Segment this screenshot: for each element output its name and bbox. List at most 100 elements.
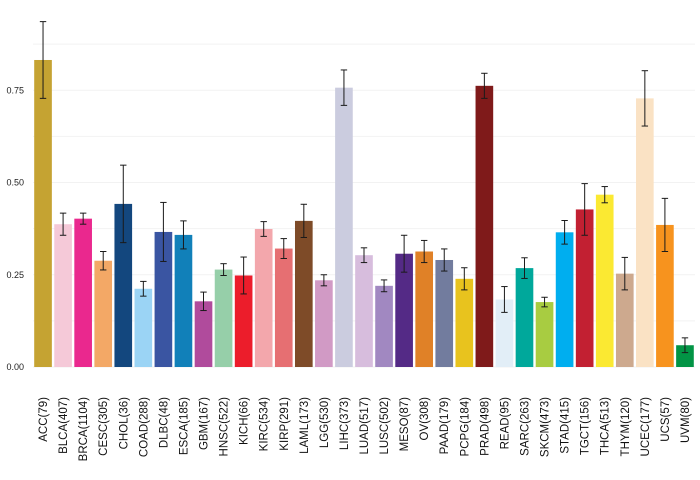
bar-thym [615, 273, 634, 367]
x-tick-label: GBM(167) [199, 397, 211, 450]
error-bar-stad [561, 220, 568, 245]
x-tick-label: LUAD(517) [359, 397, 371, 455]
x-tick-label: SKCM(473) [540, 397, 552, 457]
x-tick-label: SARC(263) [519, 397, 531, 456]
y-tick-label: 0.25 [6, 270, 24, 280]
bar-sarc [515, 268, 534, 367]
bar-coad [134, 288, 153, 367]
error-bar-chol [120, 164, 127, 244]
error-bar-gbm [200, 291, 207, 312]
error-bar-tgct [581, 183, 588, 236]
x-tick-label: ACC(79) [38, 397, 50, 442]
x-tick-label: CHOL(36) [118, 397, 130, 450]
x-tick-label: PAAD(179) [439, 397, 451, 454]
error-bar-hnsc [220, 263, 227, 276]
x-tick-label: UCS(57) [660, 397, 672, 442]
error-bar-read [501, 286, 508, 313]
x-tick-label: UVM(80) [680, 397, 692, 443]
x-tick-label: READ(95) [499, 397, 511, 450]
bar-thca [595, 194, 614, 367]
x-tick-label: TGCT(156) [580, 397, 592, 455]
error-bar-lihc [340, 69, 348, 106]
bar-acc [34, 59, 52, 368]
x-tick-label: KIRP(291) [279, 397, 291, 451]
y-tick-label: 0.50 [6, 178, 24, 188]
bar-lihc [335, 87, 353, 368]
error-bar-lgg [320, 274, 328, 287]
bar-skcm [535, 302, 554, 367]
bar-lgg [315, 280, 333, 367]
bars [34, 59, 694, 368]
error-bar-thca [601, 186, 608, 204]
error-bar-dlbc [160, 201, 167, 262]
bar-kirp [274, 248, 293, 367]
y-axis-ticks: 0.00 0.25 0.50 0.75 [6, 85, 24, 372]
x-tick-label: LUSC(502) [379, 397, 391, 455]
bar-blca [54, 224, 72, 367]
error-bar-paad [441, 248, 448, 272]
x-tick-label: BRCA(1104) [78, 397, 90, 462]
error-bar-thym [621, 256, 628, 291]
error-bar-kirc [260, 221, 267, 237]
bar-ov [415, 251, 434, 367]
error-bar-meso [400, 234, 408, 273]
error-bar-ucec [641, 70, 649, 127]
x-tick-label: PCPG(184) [459, 397, 471, 457]
error-bar-brca [79, 212, 87, 225]
bar-kich [234, 275, 253, 367]
bar-tgct [575, 209, 594, 367]
error-bar-coad [140, 280, 147, 297]
x-axis-labels: ACC(79) BLCA(407) BRCA(1104) CESC(305) CHOL(… [38, 397, 692, 462]
bar-dlbc [154, 231, 173, 367]
bar-stad [555, 232, 574, 367]
bar-ucs [656, 224, 674, 367]
x-tick-label: LIHC(373) [339, 397, 351, 450]
error-bar-uvm [681, 337, 689, 354]
error-bar-kirp [280, 238, 287, 260]
error-bar-cesc [100, 251, 107, 271]
bar-lusc [375, 285, 393, 367]
error-bar-ov [420, 239, 428, 264]
bar-kirc [254, 228, 273, 367]
bar-cesc [94, 260, 113, 367]
bar-gbm [194, 301, 213, 367]
x-tick-label: COAD(288) [138, 397, 150, 457]
bar-meso [395, 253, 413, 367]
bar-brca [74, 218, 92, 367]
bar-esca [174, 234, 193, 367]
x-tick-label: MESO(87) [399, 397, 411, 451]
bar-laml [294, 220, 313, 367]
x-tick-label: DLBC(48) [158, 397, 170, 448]
bar-pcpg [455, 278, 474, 367]
x-tick-label: THCA(513) [600, 397, 612, 455]
bar-ucec [636, 98, 654, 368]
x-tick-label: CESC(305) [98, 397, 110, 456]
x-tick-label: LGG(530) [319, 397, 331, 448]
x-tick-label: KICH(66) [239, 397, 251, 445]
x-tick-label: HNSC(522) [219, 397, 231, 457]
y-tick-label: 0.00 [6, 362, 24, 372]
x-tick-label: THYM(120) [620, 397, 632, 457]
bar-paad [435, 259, 454, 367]
y-tick-label: 0.75 [6, 85, 24, 95]
bar-uvm [676, 345, 694, 367]
error-bar-laml [300, 203, 308, 238]
x-tick-label: UCEC(177) [640, 397, 652, 457]
error-bar-pcpg [461, 267, 468, 291]
error-bar-kich [240, 256, 247, 295]
error-bar-skcm [541, 296, 548, 308]
x-tick-label: KIRC(534) [259, 397, 271, 451]
x-tick-label: LAML(173) [299, 397, 311, 454]
x-tick-label: ESCA(185) [178, 397, 190, 455]
bar-luad [355, 255, 373, 367]
error-bar-lusc [380, 279, 388, 293]
bar-chol [114, 203, 133, 367]
bar-prad [475, 85, 494, 367]
error-bar-prad [481, 72, 488, 99]
x-tick-label: BLCA(407) [58, 397, 70, 454]
error-bar-sarc [521, 257, 528, 279]
error-bar-esca [180, 220, 187, 250]
x-tick-label: PRAD(498) [479, 397, 491, 456]
